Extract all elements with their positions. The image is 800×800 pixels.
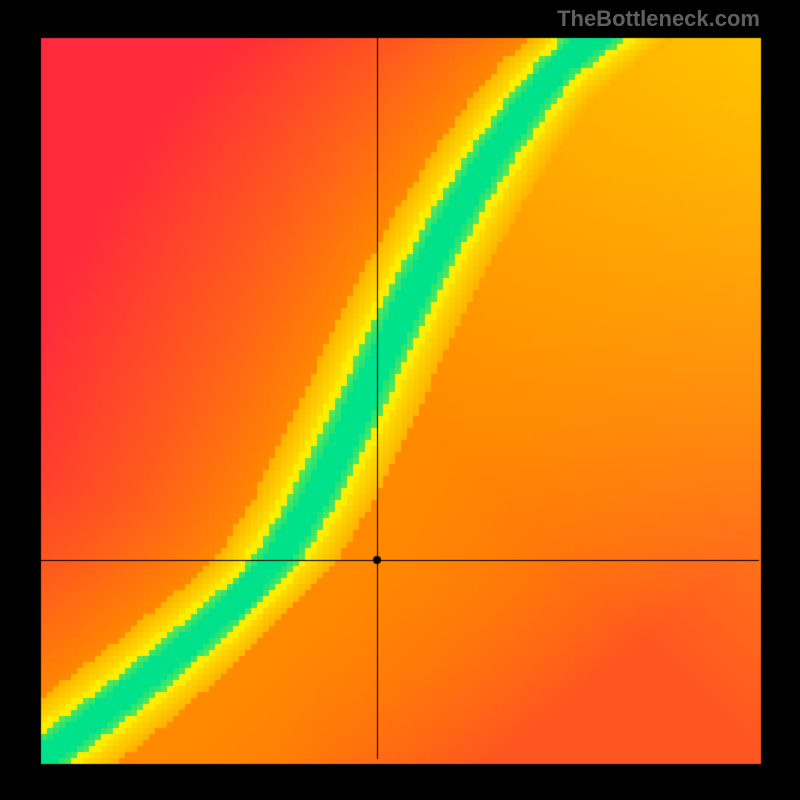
watermark: TheBottleneck.com [557,6,760,32]
chart-container: TheBottleneck.com [0,0,800,800]
bottleneck-heatmap [0,0,800,800]
